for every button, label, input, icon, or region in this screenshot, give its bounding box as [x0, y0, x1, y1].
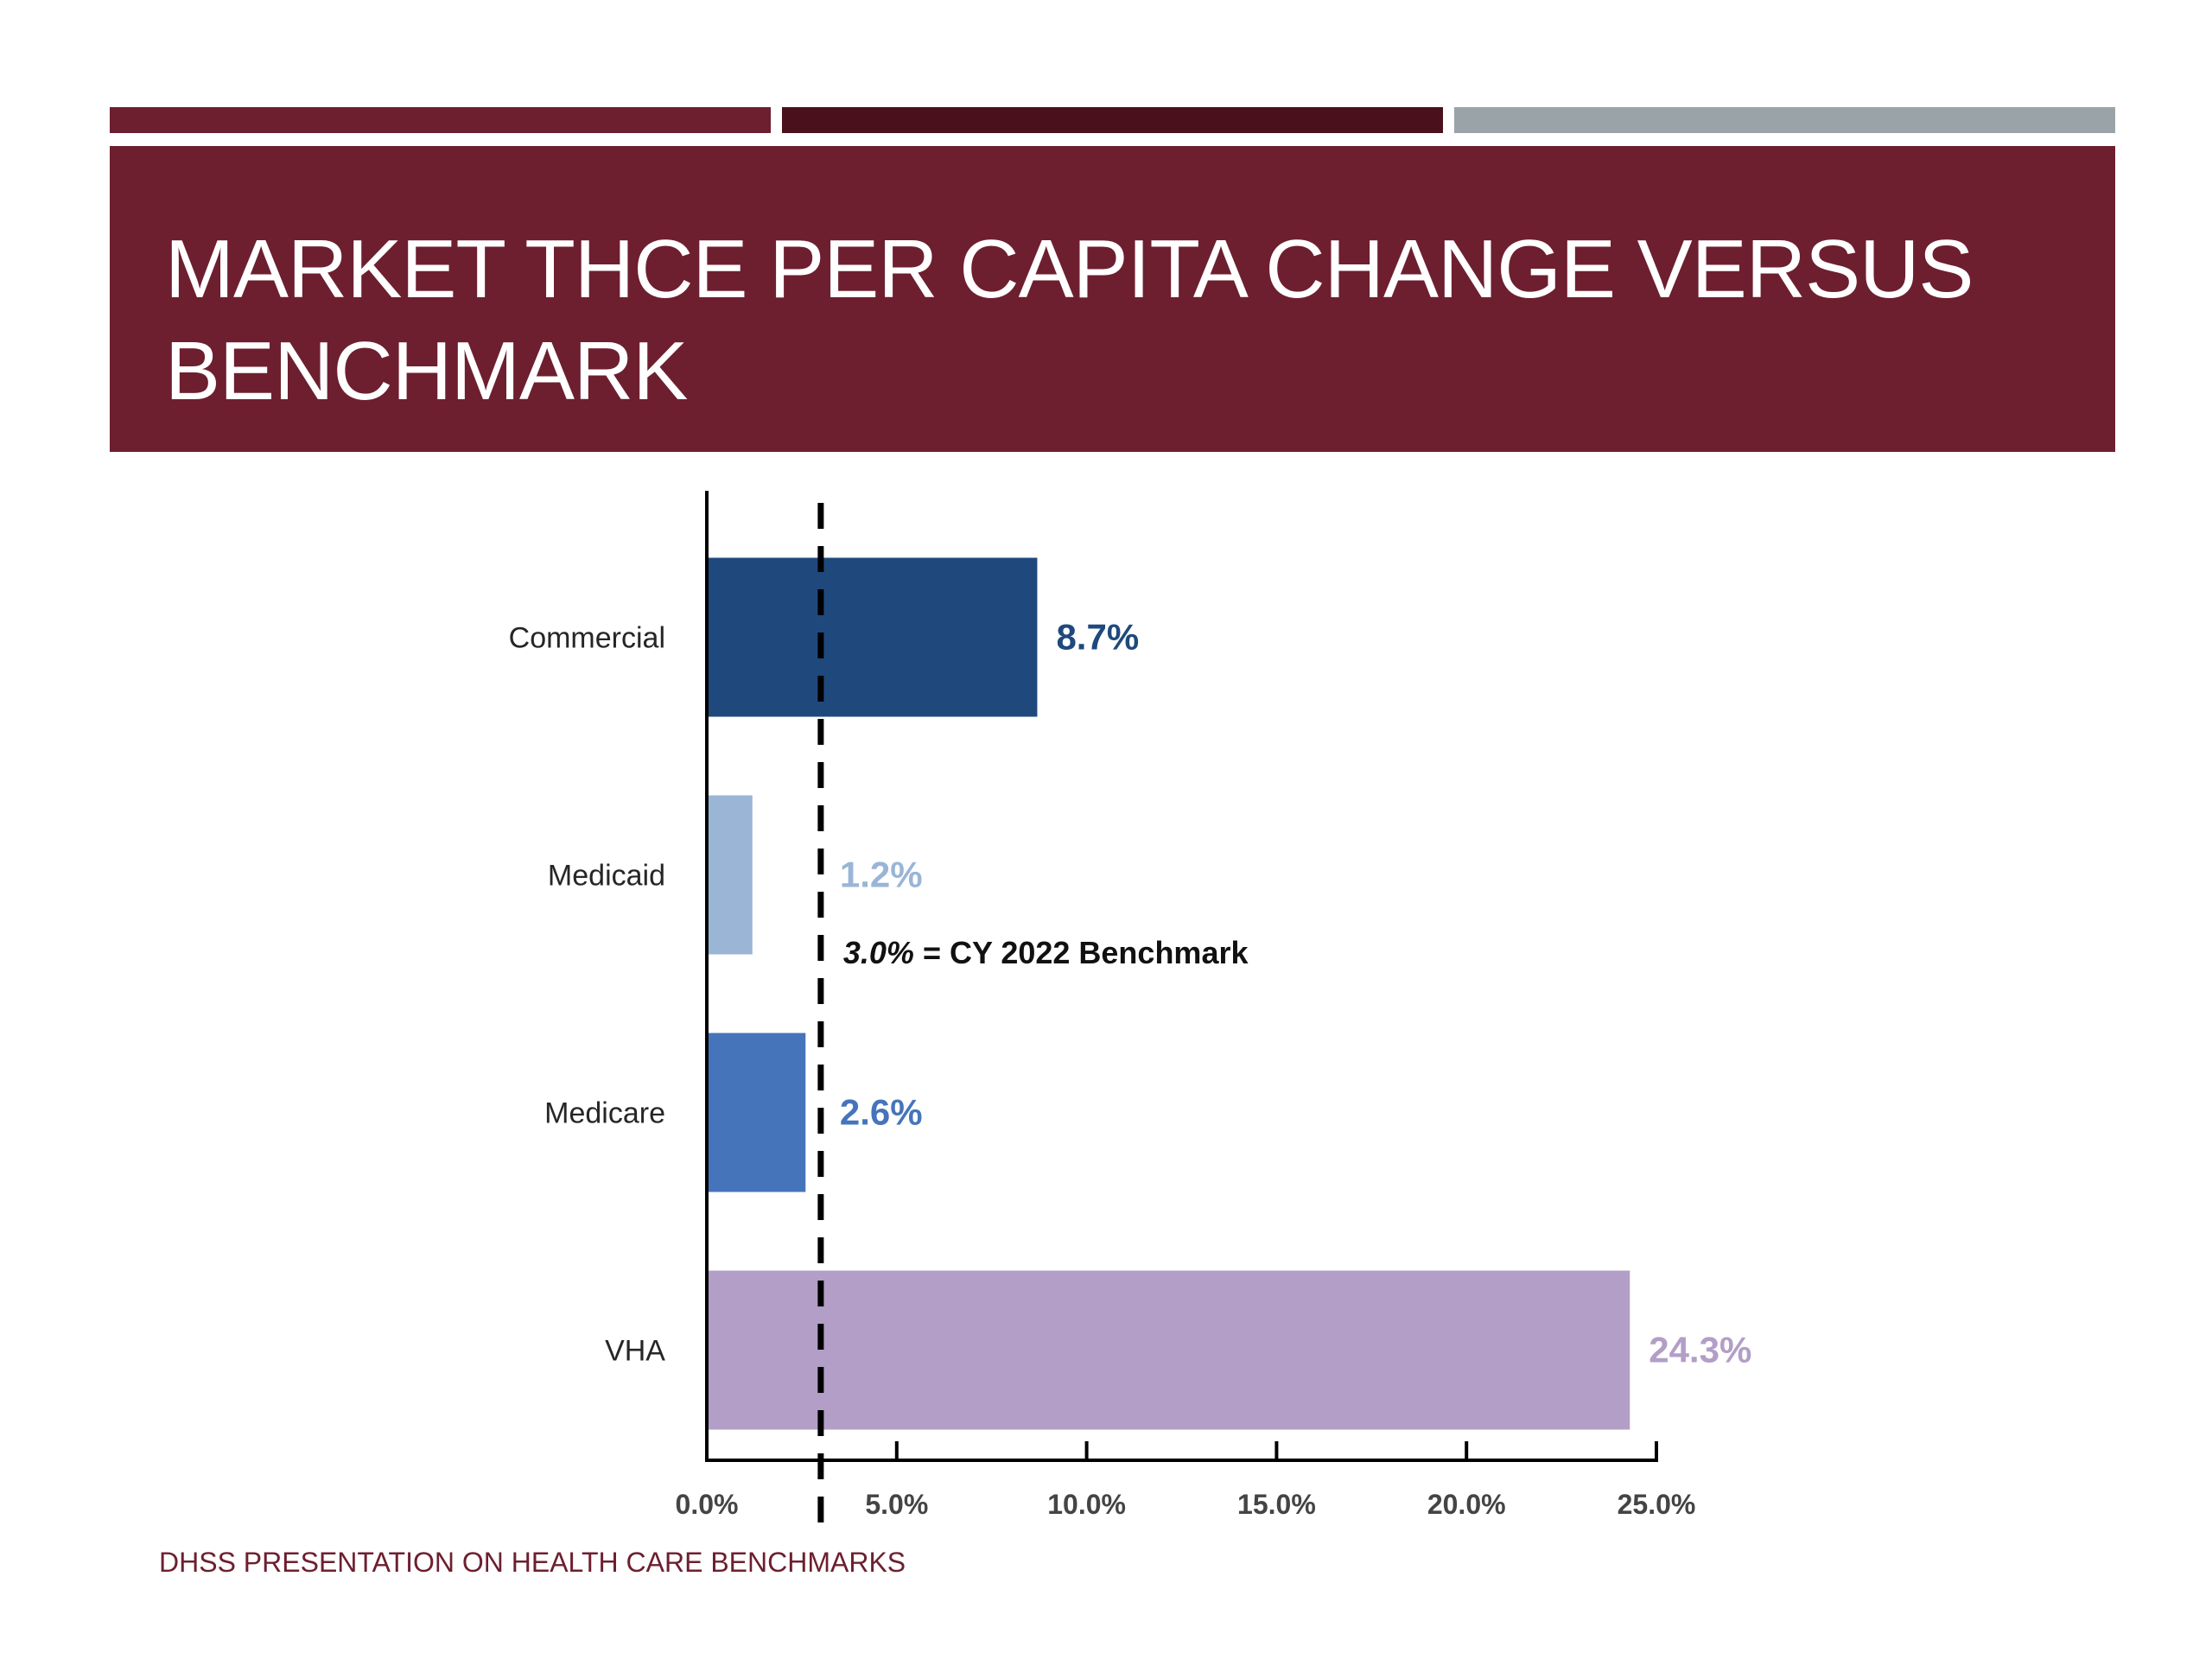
category-label: Commercial	[509, 622, 665, 655]
bar-medicare	[707, 1033, 806, 1192]
x-tick-label: 25.0%	[1618, 1489, 1696, 1520]
x-tick-label: 0.0%	[676, 1489, 739, 1520]
benchmark-text: = CY 2022 Benchmark	[914, 935, 1249, 970]
category-label: Medicare	[544, 1097, 665, 1130]
x-tick-label: 5.0%	[865, 1489, 928, 1520]
benchmark-value: 3.0%	[843, 935, 914, 970]
data-label: 1.2%	[840, 855, 923, 895]
data-label: 8.7%	[1056, 617, 1139, 658]
bar-vha	[707, 1270, 1630, 1430]
data-label: 2.6%	[840, 1092, 923, 1133]
x-tick-label: 15.0%	[1237, 1489, 1316, 1520]
category-label: Medicaid	[548, 860, 665, 893]
accent-bar-middle	[782, 107, 1443, 133]
x-tick-label: 10.0%	[1047, 1489, 1126, 1520]
slide-footer: DHSS PRESENTATION ON HEALTH CARE BENCHMA…	[159, 1547, 906, 1578]
slide-title: MARKET THCE PER CAPITA CHANGE VERSUS BEN…	[165, 223, 1974, 417]
bar-commercial	[707, 557, 1038, 717]
accent-bar-right	[1454, 107, 2115, 133]
bar-medicaid	[707, 795, 753, 955]
category-label: VHA	[605, 1335, 665, 1368]
data-label: 24.3%	[1649, 1330, 1751, 1370]
title-band: MARKET THCE PER CAPITA CHANGE VERSUS BEN…	[110, 146, 2115, 452]
accent-bar-left	[110, 107, 771, 133]
benchmark-label: 3.0% = CY 2022 Benchmark	[843, 935, 1249, 970]
x-tick-label: 20.0%	[1427, 1489, 1506, 1520]
